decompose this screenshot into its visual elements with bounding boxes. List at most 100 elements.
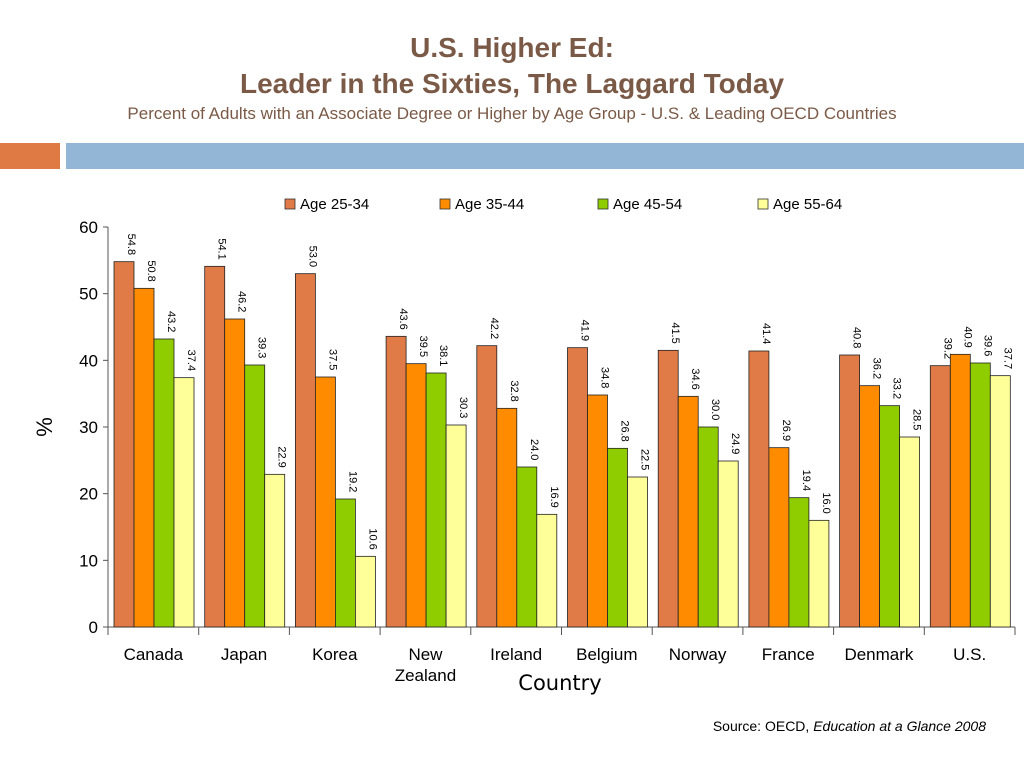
bar	[627, 476, 648, 628]
data-label: 39.5	[417, 336, 429, 357]
data-label: 40.8	[851, 327, 863, 348]
bar	[989, 375, 1011, 628]
x-tick-label: Japan	[221, 645, 267, 664]
data-label: 41.9	[579, 320, 591, 341]
bar	[607, 447, 628, 628]
x-tick-label: Korea	[312, 645, 358, 664]
legend-swatch	[757, 198, 769, 210]
bar	[204, 265, 226, 628]
title-block: U.S. Higher Ed: Leader in the Sixties, T…	[0, 30, 1024, 124]
data-label: 39.6	[981, 335, 993, 356]
bar	[294, 273, 316, 628]
data-label: 10.6	[366, 528, 378, 549]
data-label: 54.8	[125, 234, 137, 255]
y-tick-label: 10	[79, 551, 98, 570]
data-label: 37.4	[185, 350, 197, 371]
bar	[425, 372, 447, 628]
bar	[567, 347, 588, 628]
data-label: 36.2	[871, 358, 883, 379]
source-title: Education at a Glance 2008	[813, 718, 986, 734]
data-label: 43.6	[397, 308, 409, 329]
y-tick-label: 30	[79, 418, 98, 437]
data-label: 26.9	[780, 420, 792, 441]
data-label: 24.9	[729, 433, 741, 454]
source-note: Source: OECD, Education at a Glance 2008	[713, 718, 986, 734]
x-tick-label: France	[762, 645, 815, 664]
bar	[385, 335, 407, 628]
data-label: 19.2	[346, 471, 358, 492]
data-label: 39.2	[941, 338, 953, 359]
y-tick-label: 60	[79, 218, 98, 237]
data-label: 41.5	[669, 322, 681, 343]
bar	[677, 395, 699, 628]
bar	[314, 376, 336, 628]
data-label: 42.2	[488, 318, 500, 339]
data-label: 22.5	[639, 449, 651, 470]
bar	[476, 345, 498, 628]
bar	[879, 405, 900, 628]
legend-swatch	[597, 198, 609, 210]
x-tick-label: Belgium	[576, 645, 637, 664]
data-label: 32.8	[508, 380, 520, 401]
bar	[587, 394, 608, 628]
bar	[899, 436, 920, 628]
bar	[113, 261, 135, 628]
bar	[949, 353, 971, 628]
bar	[153, 338, 175, 628]
data-label: 33.2	[891, 378, 903, 399]
slide-title-line-2: Leader in the Sixties, The Laggard Today	[239, 68, 785, 99]
data-label: 37.5	[326, 349, 338, 370]
data-label: 39.3	[256, 337, 268, 358]
bar	[516, 466, 538, 628]
data-label: 30.3	[457, 397, 469, 418]
bar	[334, 498, 356, 628]
header-band	[66, 143, 1024, 169]
slide-subtitle: Percent of Adults with an Associate Degr…	[127, 104, 897, 123]
bar-chart: Age 25-34 Age 35-44 Age 45-54 Age 55-64 0 10 2…	[32, 196, 1016, 695]
bar	[717, 460, 739, 628]
data-label: 24.0	[528, 439, 540, 460]
y-tick-label: 0	[89, 618, 98, 637]
data-label: 38.1	[437, 345, 449, 366]
data-label: 28.5	[911, 409, 923, 430]
x-tick-label: New	[408, 645, 443, 664]
bar	[496, 407, 518, 628]
source-prefix: Source: OECD,	[712, 718, 814, 734]
legend-label: Age 55-64	[773, 196, 842, 213]
bar	[839, 354, 860, 628]
data-label: 50.8	[145, 260, 157, 281]
slide-title-line-1: U.S. Higher Ed:	[410, 32, 614, 63]
x-tick-label: U.S.	[953, 645, 986, 664]
data-label: 16.9	[548, 486, 560, 507]
bar	[173, 377, 195, 628]
x-tick-label: Denmark	[844, 645, 913, 664]
data-label: 22.9	[276, 446, 288, 467]
bar	[788, 497, 810, 628]
data-label: 30.0	[709, 399, 721, 420]
data-label: 19.4	[800, 470, 812, 491]
accent-bar	[0, 143, 60, 169]
data-label: 34.6	[689, 368, 701, 389]
data-label: 41.4	[760, 323, 772, 344]
legend-label: Age 35-44	[455, 196, 524, 213]
bar	[405, 363, 427, 628]
x-tick-label: Norway	[669, 645, 727, 664]
legend-label: Age 45-54	[613, 196, 682, 213]
x-axis-label: Country	[518, 671, 601, 695]
data-label: 37.7	[1001, 348, 1013, 369]
bar	[748, 350, 770, 628]
bar	[697, 426, 719, 628]
bar	[133, 287, 155, 628]
bar	[969, 362, 991, 628]
bar	[536, 513, 558, 628]
data-label: 54.1	[216, 238, 228, 259]
bar	[445, 424, 467, 628]
bar	[657, 349, 679, 628]
legend-swatch	[284, 198, 296, 210]
y-axis-label: %	[32, 417, 57, 437]
data-label: 34.8	[599, 367, 611, 388]
data-label: 40.9	[961, 326, 973, 347]
legend-label: Age 25-34	[300, 196, 369, 213]
data-label: 53.0	[306, 246, 318, 267]
x-tick-label: Zealand	[395, 666, 456, 685]
